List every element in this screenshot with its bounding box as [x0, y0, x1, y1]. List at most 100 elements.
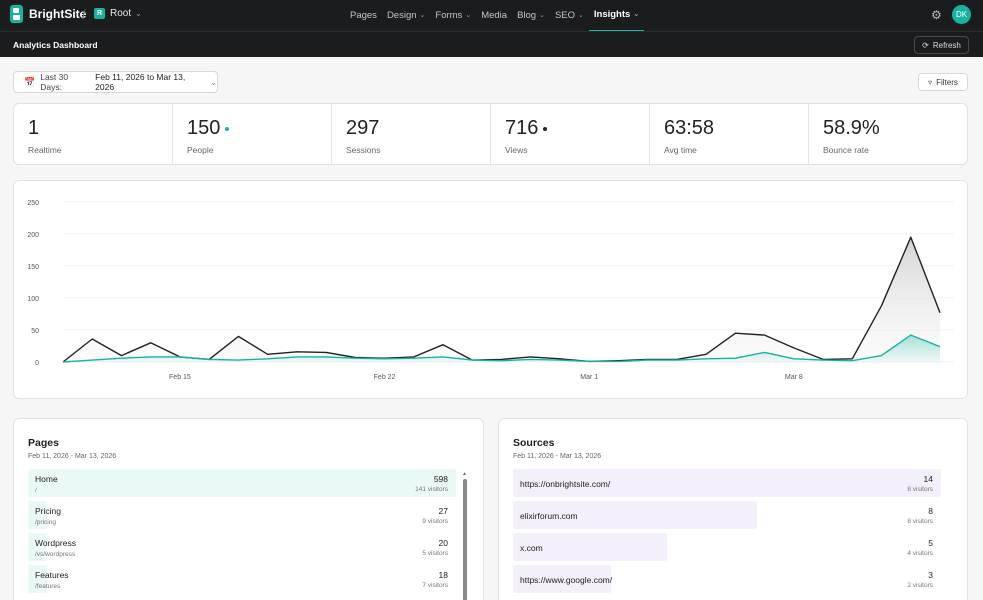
- stat-sessions[interactable]: 297 Sessions: [332, 104, 491, 164]
- page-row[interactable]: Pricing/pricing 27 9 visitors: [28, 501, 456, 529]
- page-title: Analytics Dashboard: [13, 40, 98, 50]
- row-bar: [513, 565, 612, 593]
- stat-realtime[interactable]: 1 Realtime: [14, 104, 173, 164]
- row-count: 27: [438, 506, 448, 516]
- row-visitors: 5 visitors: [422, 550, 448, 557]
- user-avatar[interactable]: DK: [952, 5, 971, 24]
- stat-label: Views: [505, 145, 528, 155]
- x-tick-label: Feb 22: [374, 374, 396, 381]
- source-row[interactable]: https://www.google.com/3 2 visitors: [513, 565, 941, 593]
- site-name: Root: [110, 8, 132, 19]
- x-tick-label: Mar 8: [785, 374, 803, 381]
- page-row[interactable]: Home / 598 141 visitors: [28, 469, 456, 497]
- refresh-button[interactable]: ⟳ Refresh: [914, 36, 969, 54]
- indicator-dot-icon: [543, 126, 548, 131]
- stat-value: 297: [346, 117, 490, 140]
- chevron-down-icon: ⌄: [135, 9, 142, 18]
- brand[interactable]: BrightSite: [10, 5, 86, 23]
- brand-logo-icon: [10, 5, 23, 23]
- date-range-picker[interactable]: 📅 Last 30 Days: Feb 11, 2026 to Mar 13, …: [13, 71, 218, 93]
- row-name: https://www.google.com/: [520, 575, 613, 585]
- series-area: [63, 237, 940, 362]
- scroll-thumb[interactable]: [463, 479, 467, 600]
- nav-link-pages[interactable]: Pages: [345, 0, 382, 31]
- page-row[interactable]: Wordpress/vs/wordpress 20 5 visitors: [28, 533, 456, 561]
- page-row[interactable]: Features/features 18 7 visitors: [28, 565, 456, 593]
- pages-panel: Pages Feb 11, 2026 - Mar 13, 2026 Home / 5…: [13, 418, 484, 600]
- nav-link-insights[interactable]: Insights ⌄: [588, 0, 645, 31]
- gear-icon[interactable]: ⚙: [931, 8, 942, 22]
- pages-scrollbar[interactable]: ▲: [462, 471, 468, 600]
- nav-link-design[interactable]: Design ⌄: [382, 0, 430, 31]
- row-bar: [28, 501, 48, 529]
- row-path: /pricing: [35, 519, 56, 526]
- stat-label: Avg time: [664, 145, 697, 155]
- main-nav: Pages Design ⌄ Forms ⌄ Media Blog ⌄ SEO ⌄ Insights…: [345, 0, 645, 31]
- stat-value-text: 63:58: [664, 117, 715, 139]
- y-tick-label: 250: [27, 200, 39, 207]
- date-range-value: Feb 11, 2026 to Mar 13, 2026: [95, 72, 186, 92]
- row-path: /: [35, 487, 37, 494]
- chevron-down-icon: ⌄: [633, 11, 640, 18]
- brand-name: BrightSite: [29, 7, 87, 21]
- stat-label: Sessions: [346, 145, 381, 155]
- stat-bounce-rate[interactable]: 58.9% Bounce rate: [809, 104, 967, 164]
- row-name: x.com: [520, 543, 543, 553]
- row-bar: [28, 469, 456, 497]
- nav-link-forms[interactable]: Forms ⌄: [430, 0, 476, 31]
- stat-value-text: 716: [505, 117, 539, 139]
- indicator-dot-icon: [225, 126, 230, 131]
- stat-views[interactable]: 716 Views: [491, 104, 650, 164]
- row-bar: [513, 501, 757, 529]
- nav-link-label: Forms: [435, 9, 463, 21]
- row-path: /features: [35, 583, 61, 590]
- stat-value-text: 1: [28, 117, 40, 139]
- source-row[interactable]: https://onbrightsite.com/14 8 visitors: [513, 469, 941, 497]
- chart-card: 0 50 100 150 200 250 Feb 15 Feb 22 Mar 1 Mar 8: [13, 180, 968, 399]
- nav-link-blog[interactable]: Blog ⌄: [512, 0, 550, 31]
- row-count: 18: [438, 570, 448, 580]
- stat-value: 716: [505, 117, 649, 140]
- pages-date-range: Feb 11, 2026 - Mar 13, 2026: [28, 453, 117, 460]
- filters-button[interactable]: ▿ Filters: [918, 73, 968, 91]
- source-row[interactable]: x.com 5 4 visitors: [513, 533, 941, 561]
- stat-label: Bounce rate: [823, 145, 869, 155]
- row-name: elixirforum.com: [520, 511, 578, 521]
- y-tick-label: 0: [35, 360, 39, 367]
- nav-link-media[interactable]: Media: [476, 0, 512, 31]
- site-selector[interactable]: R Root ⌄: [94, 8, 142, 19]
- x-tick-label: Mar 1: [580, 374, 598, 381]
- series-line: [62, 236, 941, 363]
- source-row[interactable]: elixirforum.com 8 8 visitors: [513, 501, 941, 529]
- sources-list: https://onbrightsite.com/14 8 visitors eli…: [513, 469, 941, 597]
- stat-label: Realtime: [28, 145, 62, 155]
- row-count: 5: [928, 538, 933, 548]
- stat-people[interactable]: 150 People: [173, 104, 332, 164]
- row-visitors: 9 visitors: [422, 518, 448, 525]
- series-line: [62, 334, 941, 363]
- sources-title: Sources: [513, 437, 555, 449]
- site-avatar: R: [94, 8, 105, 19]
- y-tick-label: 100: [27, 296, 39, 303]
- row-visitors: 7 visitors: [422, 582, 448, 589]
- row-name: Home: [35, 474, 58, 484]
- stat-label: People: [187, 145, 214, 155]
- nav-link-seo[interactable]: SEO ⌄: [550, 0, 589, 31]
- row-name: Features: [35, 570, 69, 580]
- nav-link-label: Pages: [350, 9, 377, 21]
- nav-link-label: Blog: [517, 9, 537, 21]
- refresh-label: Refresh: [932, 40, 961, 50]
- scroll-up-icon[interactable]: ▲: [462, 471, 467, 477]
- row-visitors: 8 visitors: [907, 518, 933, 525]
- pages-title: Pages: [28, 437, 59, 449]
- pages-list: Home / 598 141 visitors Pricing/pricing 27 9 v…: [28, 469, 456, 597]
- breadcrumb-separator: /: [82, 7, 86, 22]
- row-bar: [28, 565, 48, 593]
- nav-link-label: Insights: [593, 9, 631, 20]
- stat-value: 63:58: [664, 117, 808, 140]
- visitors-chart: 0 50 100 150 200 250 Feb 15 Feb 22 Mar 1 Mar 8: [27, 200, 954, 381]
- row-count: 20: [438, 538, 448, 548]
- stat-avg-time[interactable]: 63:58 Avg time: [650, 104, 809, 164]
- row-name: Pricing: [35, 506, 61, 516]
- stat-value: 1: [28, 117, 172, 140]
